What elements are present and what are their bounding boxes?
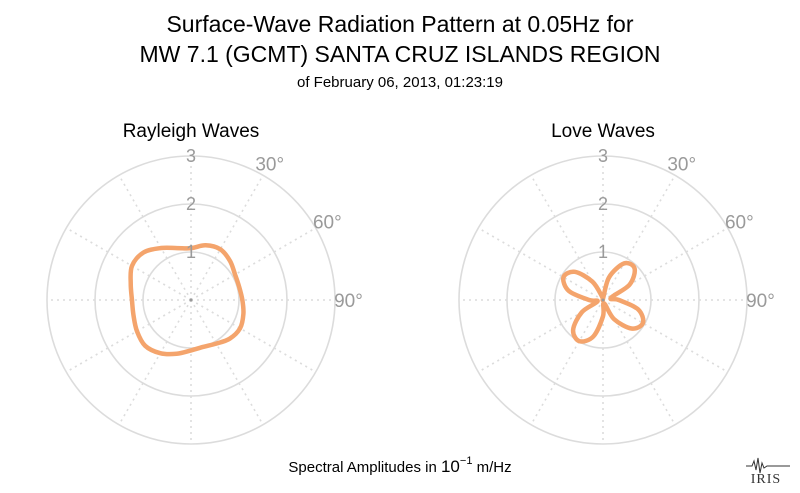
caption-exponent: −1: [460, 455, 473, 467]
angle-tick-label: 30°: [667, 155, 696, 176]
angle-gridline: [190, 299, 264, 426]
center-point: [189, 298, 193, 302]
caption-base: 10: [441, 457, 460, 476]
radius-tick-label: 3: [186, 146, 196, 166]
angle-gridline: [477, 227, 604, 301]
angle-gridline: [602, 174, 676, 301]
radius-ring: [458, 155, 748, 445]
love-polar-plot: Love Waves 1 2 3 30° 60° 90°: [458, 121, 775, 445]
angle-gridline: [118, 299, 192, 426]
iris-logo-text: IRIS: [751, 472, 781, 487]
radius-ring: [142, 251, 240, 349]
radius-ring: [554, 251, 652, 349]
angle-gridline: [65, 227, 192, 301]
angle-gridline: [190, 174, 264, 301]
angle-tick-label: 90°: [334, 291, 363, 312]
angle-gridline: [65, 299, 192, 373]
angle-tick-label: 60°: [313, 212, 342, 233]
center-point: [601, 298, 605, 302]
caption-suffix: m/Hz: [472, 459, 511, 476]
figure-title-line2: MW 7.1 (GCMT) SANTA CRUZ ISLANDS REGION: [140, 41, 661, 67]
caption-prefix: Spectral Amplitudes in: [288, 459, 441, 476]
figure-title-line1: Surface-Wave Radiation Pattern at 0.05Hz…: [166, 11, 633, 37]
iris-logo: IRIS: [746, 457, 790, 487]
radius-ring: [94, 203, 288, 397]
radius-ring: [46, 155, 336, 445]
radiation-curve: [561, 260, 646, 344]
radius-tick-label: 1: [598, 242, 608, 262]
rayleigh-polar-plot: Rayleigh Waves 1 2 3 30° 60° 90°: [46, 121, 363, 445]
angle-tick-label: 60°: [725, 212, 754, 233]
radius-tick-label: 2: [186, 194, 196, 214]
angle-gridline: [118, 174, 192, 301]
radius-tick-label: 1: [186, 242, 196, 262]
radius-ring: [506, 203, 700, 397]
radiation-curve: [128, 243, 246, 357]
angle-gridline: [190, 227, 317, 301]
angle-gridline: [602, 299, 729, 373]
angle-gridline: [530, 299, 604, 426]
plot-title: Love Waves: [551, 121, 655, 142]
axis-caption: Spectral Amplitudes in 10−1 m/Hz: [288, 455, 511, 476]
figure-subtitle: of February 06, 2013, 01:23:19: [297, 74, 503, 91]
plot-title: Rayleigh Waves: [123, 121, 260, 142]
angle-tick-label: 30°: [255, 155, 284, 176]
radius-tick-label: 2: [598, 194, 608, 214]
angle-gridline: [190, 299, 317, 373]
seismogram-icon: [746, 457, 790, 474]
radius-tick-label: 3: [598, 146, 608, 166]
angle-tick-label: 90°: [746, 291, 775, 312]
